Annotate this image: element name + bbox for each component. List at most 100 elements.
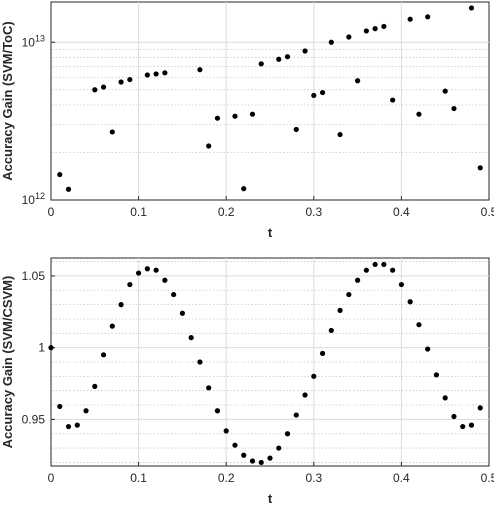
data-point	[249, 458, 256, 464]
data-point	[232, 113, 238, 119]
scatter-series-bottom	[48, 261, 483, 466]
data-point	[425, 14, 431, 20]
data-point	[127, 281, 133, 288]
x-tick-label: 0.4	[393, 471, 410, 485]
data-point	[328, 39, 334, 45]
data-point	[398, 281, 404, 288]
data-point	[451, 413, 457, 420]
data-point	[92, 383, 98, 389]
x-axis-label-top: t	[268, 225, 273, 240]
y-tick-label: 1013	[22, 33, 45, 49]
data-point	[442, 395, 448, 401]
data-point	[206, 385, 212, 391]
data-point	[372, 261, 378, 268]
data-point	[302, 48, 308, 54]
data-point	[223, 428, 229, 434]
data-point	[442, 88, 448, 94]
data-point	[390, 97, 396, 103]
data-point	[346, 291, 352, 298]
data-point	[65, 186, 72, 192]
data-point	[109, 323, 115, 329]
data-point	[100, 84, 107, 90]
data-point	[433, 372, 440, 378]
data-point	[153, 267, 159, 273]
data-point	[65, 423, 72, 430]
data-point	[425, 346, 431, 352]
x-tick-label: 0.1	[130, 205, 147, 219]
x-tick-label: 0	[48, 205, 55, 219]
data-point	[293, 412, 299, 418]
data-point	[355, 78, 361, 84]
data-point	[337, 131, 343, 138]
data-point	[136, 270, 142, 276]
data-point	[109, 129, 115, 135]
data-point	[276, 445, 282, 451]
chart-panel-top: 0 0.1 0.2 0.3 0.4 0.5 1012 1013 t Accuracy Gai…	[0, 1, 494, 240]
data-point	[311, 92, 317, 99]
data-point	[197, 67, 203, 73]
x-tick-label: 0.3	[305, 205, 322, 219]
data-point	[284, 54, 291, 60]
y-tick-label: 0.95	[22, 412, 46, 426]
x-tick-label: 0.4	[393, 205, 410, 219]
x-axis-label-bottom: t	[268, 491, 273, 506]
data-point	[407, 16, 413, 22]
data-point	[171, 291, 177, 298]
data-point	[197, 359, 203, 365]
data-point	[319, 350, 326, 356]
data-point	[302, 392, 308, 398]
grid-top	[51, 2, 489, 200]
y-ticks-bottom: 0.95 1 1.05	[22, 269, 55, 426]
data-point	[363, 267, 369, 273]
plot-area-top	[50, 1, 490, 201]
data-point	[258, 61, 264, 67]
data-point	[100, 352, 107, 358]
data-point	[451, 105, 457, 112]
data-point	[311, 373, 317, 379]
data-point	[144, 72, 150, 78]
data-point	[346, 34, 352, 40]
data-point	[416, 111, 422, 117]
x-tick-label: 0.2	[218, 205, 235, 219]
data-point	[188, 335, 194, 341]
data-point	[57, 171, 63, 178]
data-point	[468, 5, 475, 11]
data-point	[118, 79, 124, 85]
x-ticks-bottom: 0 0.1 0.2 0.3 0.4 0.5	[48, 462, 494, 485]
data-point	[48, 345, 54, 351]
data-point	[284, 431, 291, 437]
data-point	[206, 143, 212, 149]
y-axis-label-bottom: Accuracy Gain (SVM/CSVM)	[0, 276, 15, 449]
x-tick-label: 0	[48, 471, 55, 485]
data-point	[477, 165, 483, 171]
x-tick-label: 0.2	[218, 471, 235, 485]
data-point	[83, 408, 89, 414]
data-point	[214, 408, 221, 414]
data-point	[267, 455, 273, 461]
x-ticks-top: 0 0.1 0.2 0.3 0.4 0.5	[48, 196, 494, 219]
data-point	[355, 277, 361, 283]
y-axis-label-top: Accuracy Gain (SVM/ToC)	[0, 21, 15, 180]
y-tick-label: 1.05	[22, 269, 46, 283]
chart-panel-bottom: 0 0.1 0.2 0.3 0.4 0.5 0.95 1 1.05 t Accuracy Ga…	[0, 257, 494, 506]
y-tick-label: 1012	[22, 191, 45, 207]
data-point	[57, 403, 63, 410]
y-ticks-top: 1012 1013	[22, 33, 55, 207]
data-point	[390, 267, 396, 273]
data-point	[249, 111, 256, 117]
data-point	[162, 277, 168, 283]
y-tick-label: 1	[38, 341, 45, 355]
data-point	[468, 422, 475, 428]
data-point	[153, 71, 159, 77]
data-point	[372, 26, 378, 32]
data-point	[232, 442, 238, 448]
x-tick-label: 0.5	[481, 471, 494, 485]
scatter-series-top	[57, 5, 483, 192]
data-point	[293, 126, 299, 133]
grid-bottom	[51, 258, 489, 466]
data-point	[276, 56, 282, 62]
x-tick-label: 0.1	[130, 471, 147, 485]
data-point	[214, 115, 221, 121]
data-point	[381, 261, 387, 268]
